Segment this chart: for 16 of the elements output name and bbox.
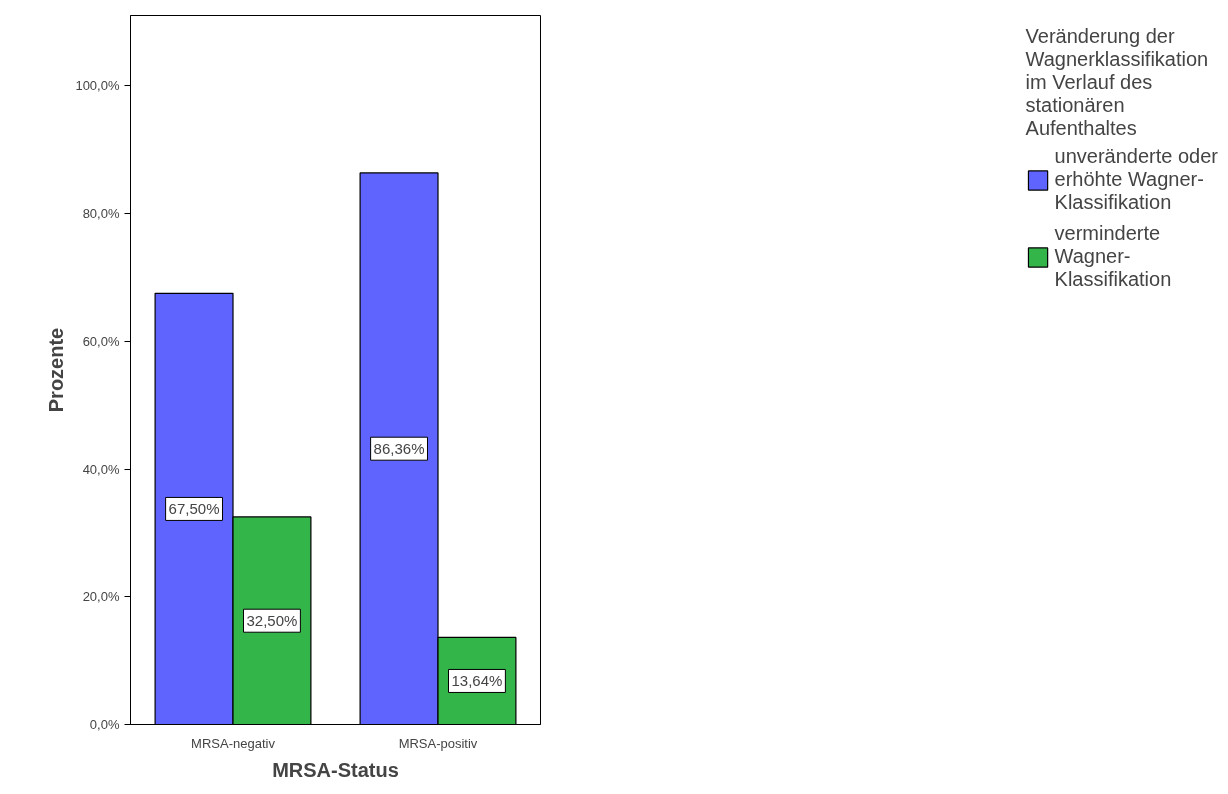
legend-label: unveränderte oder erhöhte Wagner-Klassifikation xyxy=(1054,145,1218,214)
y-tick-label: 100,0% xyxy=(75,78,120,94)
data-label: 13,64% xyxy=(451,672,503,690)
y-tick-label: 20,0% xyxy=(82,589,120,605)
x-axis-title: MRSA-Status xyxy=(272,758,399,781)
y-tick-label: 40,0% xyxy=(82,461,120,477)
legend-label: verminderte Wagner-Klassifikation xyxy=(1054,222,1172,291)
x-tick-label: MRSA-negativ xyxy=(191,735,276,751)
data-label: 86,36% xyxy=(373,440,425,458)
x-tick-label: MRSA-positiv xyxy=(398,735,478,751)
data-label: 32,50% xyxy=(246,612,298,630)
y-axis-title: Prozente xyxy=(45,327,68,413)
data-label: 67,50% xyxy=(168,500,220,518)
y-tick-label: 80,0% xyxy=(82,206,120,222)
y-tick-label: 0,0% xyxy=(89,717,120,732)
y-tick-label: 60,0% xyxy=(82,333,120,349)
